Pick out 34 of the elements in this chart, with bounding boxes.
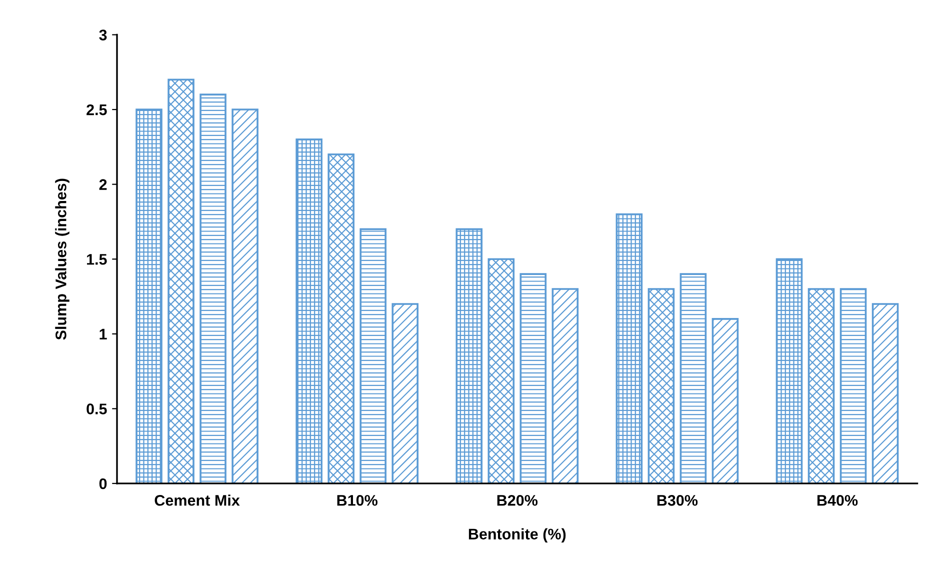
y-tick-label: 0 (99, 478, 107, 490)
bar (360, 228, 386, 484)
y-axis-title: Slump Values (inches) (55, 178, 70, 340)
bar (680, 273, 707, 484)
bar (328, 153, 354, 484)
y-tick-label: 1.5 (87, 254, 107, 265)
x-axis-title: Bentonite (%) (468, 528, 566, 543)
bar (392, 303, 418, 484)
y-tick-label: 0.5 (86, 404, 107, 414)
y-tick-label: 3 (99, 30, 107, 40)
bar (776, 258, 803, 484)
x-tick-label: Cement Mix (154, 494, 240, 506)
bar (232, 108, 258, 484)
x-tick-label: B30% (657, 494, 698, 506)
x-tick-label: B40% (817, 494, 858, 506)
bar (200, 94, 226, 484)
bar (616, 213, 643, 484)
bar (808, 288, 835, 484)
bar (712, 318, 739, 484)
bar (488, 258, 515, 484)
y-tick-label: 2.5 (86, 104, 107, 116)
bar (552, 288, 579, 484)
x-tick-label: B10% (337, 494, 378, 506)
bar (136, 108, 162, 484)
bar (648, 288, 675, 484)
bar (840, 288, 867, 484)
bar (456, 228, 483, 484)
bar (520, 273, 547, 484)
x-tick-label: B20% (497, 494, 538, 506)
bar (296, 138, 322, 484)
bar (168, 78, 194, 484)
bar (872, 303, 899, 484)
y-tick-label: 1 (100, 328, 107, 340)
y-tick-label: 2 (99, 179, 107, 190)
